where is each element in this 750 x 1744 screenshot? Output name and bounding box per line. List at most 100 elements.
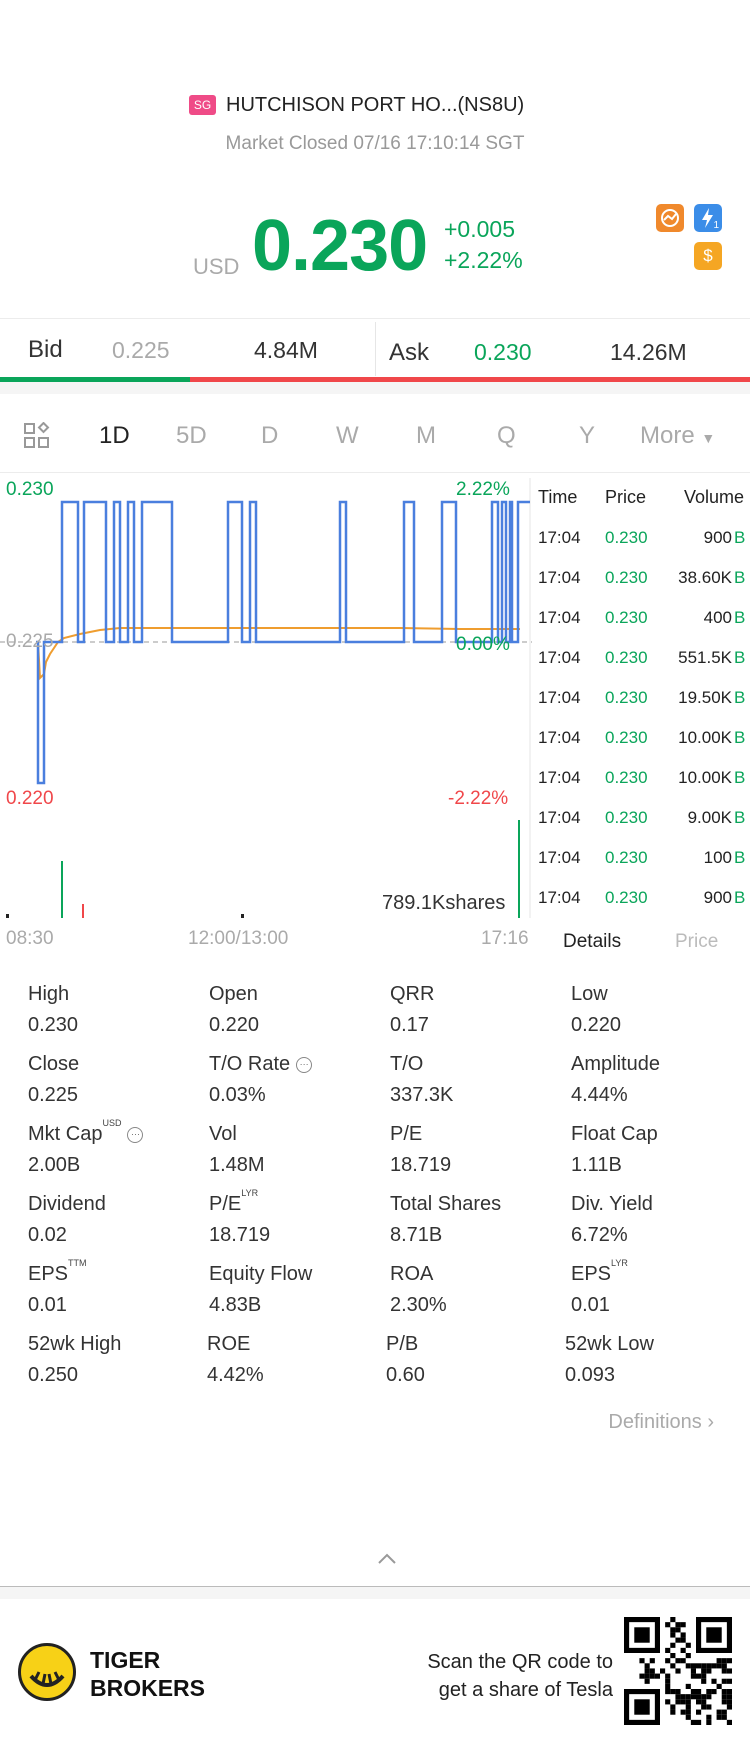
divider	[0, 472, 750, 473]
trade-price: 0.230	[605, 608, 648, 627]
stat-label: Low	[571, 983, 608, 1006]
trade-volume: 100	[703, 848, 732, 867]
dollar-icon[interactable]: $	[694, 242, 722, 270]
chart-analysis-icon[interactable]	[656, 204, 684, 232]
tab-more[interactable]: More ▼	[640, 422, 715, 450]
trade-volume: 900	[703, 528, 732, 547]
definitions-label: Definitions	[608, 1411, 702, 1433]
trade-price: 0.230	[605, 568, 648, 587]
stat-value: 0.03%	[209, 1084, 266, 1106]
info-icon[interactable]: ···	[127, 1126, 144, 1143]
stat-label-text: Div. Yield	[571, 1193, 653, 1215]
stat-label-text: ROA	[390, 1263, 434, 1285]
trade-volume: 900	[703, 888, 732, 907]
tab-w[interactable]: W	[336, 422, 359, 449]
stat-label: ROE	[207, 1333, 250, 1356]
trades-header-time: Time	[538, 487, 578, 507]
stat-label: ROA	[390, 1263, 433, 1286]
bid-price: 0.225	[112, 337, 170, 363]
stat-label-text: T/O Rate	[209, 1053, 291, 1075]
market-status: Market Closed 07/16 17:10:14 SGT	[225, 133, 525, 154]
stat-label: QRR	[390, 983, 434, 1006]
trade-time: 17:04	[538, 848, 581, 867]
stat-label: Close	[28, 1053, 79, 1076]
tab-price-levels[interactable]: Price	[675, 931, 719, 952]
stat-label-text: P/E	[209, 1193, 242, 1215]
ask-price: 0.230	[474, 339, 532, 365]
tab-1d[interactable]: 1D	[99, 422, 130, 449]
trade-side: B	[734, 888, 746, 907]
stat-value: 1.48M	[209, 1154, 265, 1176]
pct-axis-high: 2.22%	[456, 479, 510, 500]
flash-alert-icon[interactable]: 1	[694, 204, 722, 232]
y-axis-high: 0.230	[6, 479, 54, 500]
volume-bar	[6, 914, 9, 918]
tab-more-label: More	[640, 422, 695, 449]
avg-price-line	[37, 627, 520, 681]
tab-q[interactable]: Q	[497, 422, 516, 449]
tab-details[interactable]: Details	[563, 931, 622, 952]
stat-label: High	[28, 983, 69, 1006]
y-axis-prev-close: 0.225	[6, 631, 54, 652]
stat-label-text: ROE	[207, 1333, 251, 1355]
tab-m[interactable]: M	[416, 422, 436, 449]
trade-price: 0.230	[605, 728, 648, 747]
chart-settings-icon[interactable]	[23, 421, 51, 455]
stat-label-text: EPS	[571, 1263, 612, 1285]
stat-value: 337.3K	[390, 1084, 454, 1106]
trade-price: 0.230	[605, 688, 648, 707]
stat-label-text: Dividend	[28, 1193, 106, 1215]
price-change: +0.005	[444, 216, 515, 242]
trade-side: B	[734, 608, 746, 627]
intraday-chart[interactable]	[0, 478, 532, 918]
stat-value: 0.225	[28, 1084, 79, 1106]
tab-5d[interactable]: 5D	[176, 422, 207, 449]
stat-label: Open	[209, 983, 258, 1006]
stat-label: Total Shares	[390, 1193, 501, 1216]
trade-time: 17:04	[538, 688, 581, 707]
qr-code-icon[interactable]	[624, 1617, 732, 1725]
market-badge: SG	[189, 95, 216, 115]
trade-price: 0.230	[605, 768, 648, 787]
trades-header-price: Price	[605, 487, 647, 507]
currency-label: USD	[193, 254, 240, 279]
bid-size: 4.84M	[254, 337, 318, 363]
brand-name: TIGER BROKERS	[90, 1646, 205, 1702]
trade-side: B	[734, 528, 746, 547]
stat-value: 6.72%	[571, 1224, 628, 1246]
chevron-up-icon[interactable]	[378, 1548, 396, 1571]
flash-alert-count: 1	[713, 220, 719, 231]
trade-side: B	[734, 648, 746, 667]
trade-price: 0.230	[605, 528, 648, 547]
trade-time: 17:04	[538, 888, 581, 907]
volume-label: 789.1Kshares	[382, 892, 506, 914]
stat-label: Float Cap	[571, 1123, 658, 1146]
ask-label: Ask	[389, 339, 430, 366]
definitions-link[interactable]: Definitions ›	[608, 1411, 714, 1434]
y-axis-low: 0.220	[6, 788, 54, 809]
trade-time: 17:04	[538, 608, 581, 627]
stat-value: 0.230	[28, 1014, 79, 1036]
section-gap	[0, 382, 750, 394]
stat-label: P/ELYR	[209, 1188, 258, 1216]
stat-label-text: T/O	[390, 1053, 424, 1075]
stat-label-sup: LYR	[611, 1258, 628, 1269]
divider	[0, 1586, 750, 1587]
trade-time: 17:04	[538, 528, 581, 547]
stat-label-text: EPS	[28, 1263, 69, 1285]
stat-label-text: Mkt Cap	[28, 1123, 103, 1145]
stat-value: 18.719	[390, 1154, 452, 1176]
trade-time: 17:04	[538, 648, 581, 667]
info-icon[interactable]: ···	[296, 1056, 313, 1073]
trade-price: 0.230	[605, 888, 648, 907]
stat-value: 4.44%	[571, 1084, 628, 1106]
tiger-logo-icon	[18, 1643, 76, 1701]
volume-bar	[61, 861, 63, 918]
stock-name[interactable]: HUTCHISON PORT HO...(NS8U)	[226, 94, 525, 116]
tab-y[interactable]: Y	[579, 422, 596, 449]
last-price: 0.230	[252, 206, 428, 286]
trade-side: B	[734, 728, 746, 747]
tab-d[interactable]: D	[261, 422, 279, 449]
stat-label-sup: TTM	[68, 1258, 87, 1269]
promo-text: Scan the QR code to get a share of Tesla	[427, 1648, 613, 1704]
